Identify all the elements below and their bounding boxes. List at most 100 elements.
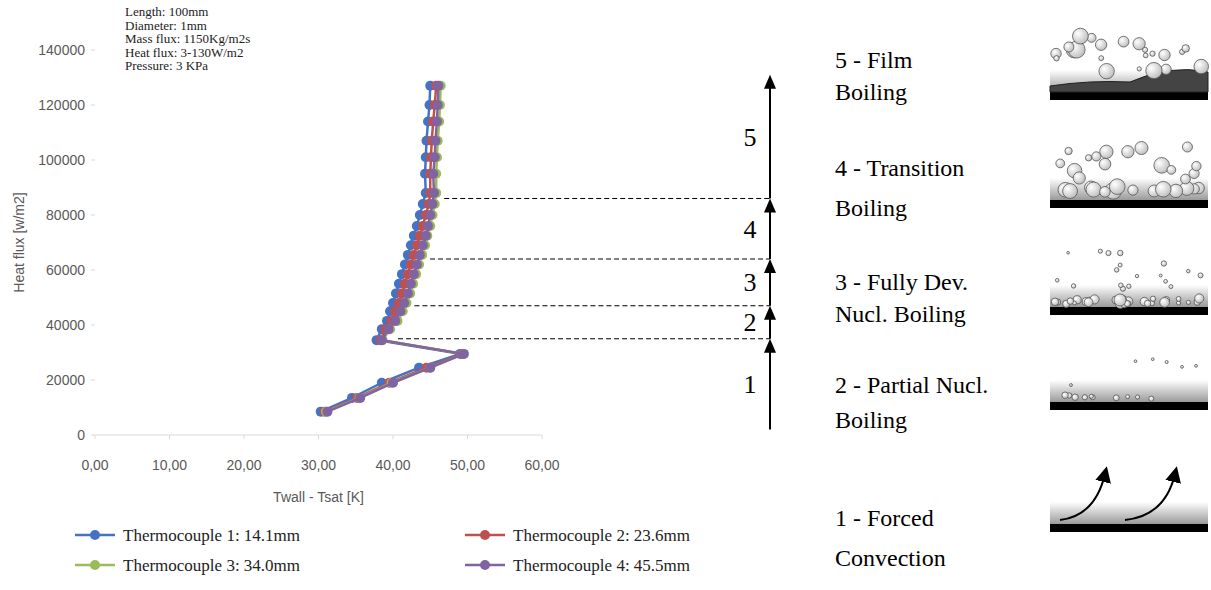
region-label: 2 - Partial Nucl. [835, 372, 988, 398]
series-marker [418, 240, 428, 250]
bubble [1143, 53, 1148, 58]
bubble [1187, 269, 1191, 273]
plot-data [316, 81, 469, 417]
bubble [1194, 59, 1209, 74]
bubble [1099, 56, 1104, 61]
region-number: 1 [744, 370, 757, 399]
region-arrowhead [764, 199, 776, 213]
series-marker [409, 269, 419, 279]
y-tick-label: 80000 [46, 207, 85, 223]
bubble [1086, 182, 1101, 197]
bubble [1165, 361, 1168, 364]
region-arrowhead [764, 306, 776, 320]
bubble [1114, 268, 1119, 273]
series-marker [415, 250, 425, 260]
bubble [1135, 141, 1148, 154]
bubble [1070, 384, 1073, 387]
y-tick-label: 100000 [38, 152, 85, 168]
bubble [1098, 249, 1102, 253]
bubble [1127, 284, 1131, 288]
bubble [1122, 146, 1134, 158]
bubble [1169, 285, 1173, 289]
surface [1050, 524, 1208, 532]
bubble [1092, 152, 1101, 161]
series-marker [430, 152, 440, 162]
bubble [1090, 395, 1095, 400]
bubble [1073, 28, 1089, 44]
series-marker [459, 349, 469, 359]
bubble [1109, 179, 1125, 195]
chart: 0200004000060000800001000001200001400000… [0, 0, 1211, 590]
series-marker [421, 231, 431, 241]
y-tick [91, 50, 95, 51]
y-tick [91, 435, 95, 436]
region-arrow [769, 211, 771, 260]
bubble [1151, 358, 1154, 361]
y-axis-title: Heat flux [w/m2] [11, 192, 27, 292]
series-line [326, 86, 464, 412]
y-tick-label: 120000 [38, 97, 85, 113]
region-label: 1 - Forced [835, 505, 934, 531]
x-tick [95, 435, 96, 439]
series-marker [433, 100, 443, 110]
surface [1050, 92, 1208, 100]
bubble [1181, 365, 1184, 368]
series-marker [406, 279, 416, 289]
region-arrow [769, 271, 771, 306]
x-tick-label: 10,00 [152, 457, 187, 473]
legend-label: Thermocouple 1: 14.1mm [123, 526, 300, 545]
series-marker [403, 288, 413, 298]
legend-label: Thermocouple 4: 45.5mm [513, 556, 690, 575]
bubble [1084, 298, 1093, 307]
region-number: 2 [744, 308, 757, 337]
region-illustration [1050, 28, 1208, 100]
bubble [1135, 274, 1138, 277]
bubble [1067, 251, 1070, 254]
bubble [1192, 161, 1201, 170]
region-boundary [430, 258, 770, 259]
region-number: 3 [744, 268, 757, 297]
series-marker [322, 407, 332, 417]
bubble [1063, 184, 1078, 199]
series-marker [425, 363, 435, 373]
region-illustration [1050, 141, 1208, 208]
bubble [1073, 172, 1085, 184]
bubble [1159, 274, 1162, 277]
y-tick [91, 270, 95, 271]
y-tick [91, 325, 95, 326]
y-tick-label: 140000 [38, 42, 85, 58]
bubble [1072, 394, 1078, 400]
bubble [1114, 294, 1126, 306]
bubble [1176, 297, 1181, 302]
bubble [1118, 250, 1124, 256]
region-boundary [414, 305, 770, 306]
series-line [327, 86, 463, 412]
bubble [1136, 395, 1140, 399]
bubble [1164, 279, 1168, 283]
bubble [1118, 36, 1129, 47]
bubble [1099, 158, 1111, 170]
bubble [1064, 42, 1074, 52]
surface [1050, 307, 1208, 315]
x-tick-label: 30,00 [301, 457, 336, 473]
legend-marker [480, 560, 490, 570]
y-tick-label: 0 [77, 427, 85, 443]
region-illustration [1050, 474, 1208, 532]
series-marker [390, 316, 400, 326]
region-number: 5 [744, 123, 757, 152]
legend-label: Thermocouple 3: 34.0mm [123, 556, 300, 575]
y-tick [91, 215, 95, 216]
series-marker [428, 169, 438, 179]
region-label: Nucl. Boiling [835, 301, 966, 327]
region-illustration [1050, 249, 1208, 315]
bubble [1182, 142, 1192, 152]
bubble [1137, 67, 1141, 71]
region-boundary [398, 338, 770, 339]
bubble [1134, 360, 1137, 363]
surface-shade [1050, 70, 1208, 92]
bubble [1095, 39, 1106, 50]
bubble [1150, 296, 1155, 301]
bubble [1054, 56, 1059, 61]
x-tick [542, 435, 543, 439]
surface-shade [1050, 502, 1208, 524]
